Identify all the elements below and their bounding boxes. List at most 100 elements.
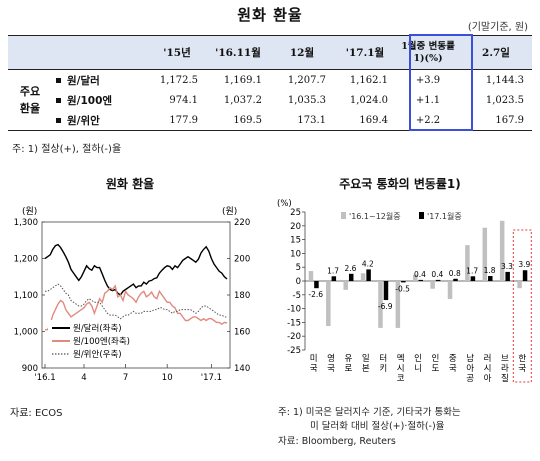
y-tick-label-right: 160 xyxy=(234,328,250,338)
bar-2016 xyxy=(517,281,522,289)
group-label-line: 환율 xyxy=(19,102,41,115)
legend-label: 원/달러(좌축) xyxy=(73,323,122,334)
group-label-line: 주요 xyxy=(19,85,41,98)
row-label: 원/위안 xyxy=(52,110,148,131)
table-cell-change: +1.1 xyxy=(415,94,441,106)
bar-2017-jan xyxy=(505,271,510,281)
category-label-char: 미 xyxy=(310,354,318,364)
y-tick-label-right: 200 xyxy=(234,255,250,265)
bar-2016 xyxy=(447,281,453,299)
row-label-text: 원/위안 xyxy=(67,114,100,127)
category-label-char: 인 xyxy=(414,353,422,364)
bar-2017-jan xyxy=(348,273,354,281)
category-label-char: 아 xyxy=(484,373,492,384)
y-tick-label: -20 xyxy=(287,332,301,342)
category-label-char: 인 xyxy=(431,353,439,364)
bar-2016 xyxy=(378,281,383,328)
x-tick-label: 7 xyxy=(123,373,128,383)
table-footnote: 주: 1) 절상(+), 절하(-)율 xyxy=(12,144,122,155)
bar-2017-jan xyxy=(383,281,389,301)
header-cell: '15년 xyxy=(148,35,206,70)
series-line xyxy=(44,243,228,296)
category-label-char: 도 xyxy=(431,364,439,374)
y-tick-label: 10 xyxy=(290,249,301,259)
category-label-char: 시 xyxy=(397,364,405,374)
data-label: 3.9 xyxy=(518,260,530,269)
bar-2016 xyxy=(395,281,401,328)
y-tick-label: 0 xyxy=(296,277,301,287)
header-cell: 2.7일 xyxy=(460,35,532,70)
table-row: 주요 환율 원/달러 1,172.5 1,169.1 1,207.7 1,162… xyxy=(8,70,532,116)
y-tick-label-right: 180 xyxy=(234,291,250,301)
table-cell: 1,172.5 xyxy=(159,74,198,86)
table-cell: 173.1 xyxy=(297,114,326,126)
y-tick-label: 15 xyxy=(290,236,301,246)
x-tick-label: 10 xyxy=(162,373,173,383)
table-cell-change: +3.9 xyxy=(415,74,441,86)
legend-label: 원/위안(우축) xyxy=(73,349,122,360)
table-cell: 1,207.7 xyxy=(287,74,326,86)
bullet-icon xyxy=(56,98,61,103)
bar-2016 xyxy=(308,271,314,281)
category-label-char: 국 xyxy=(327,364,335,374)
bar-2017-jan xyxy=(522,270,528,281)
table-cell: 1,023.5 xyxy=(485,94,524,106)
category-label-char: 남 xyxy=(466,354,474,364)
y-tick-label: 25 xyxy=(290,208,301,218)
table-cell: 1,035.3 xyxy=(287,94,326,106)
bar-2017-jan xyxy=(435,279,441,281)
bar-2017-jan xyxy=(401,281,406,283)
y-tick-label-left: 1,100 xyxy=(14,291,38,301)
category-label-char: 일 xyxy=(362,354,370,364)
x-tick-label: 4 xyxy=(81,373,86,383)
header-cell-change-rate: 1월중 변동률1)(%) xyxy=(396,35,460,70)
highlight-box xyxy=(512,229,532,383)
right-chart-footnote: 주: 1) 미국은 달러지수 기준, 기타국가 통화는 xyxy=(278,407,461,418)
data-label: -0.5 xyxy=(395,284,410,293)
data-label: 0.4 xyxy=(414,270,426,279)
category-label-char: 러 xyxy=(484,354,492,364)
y-tick-label: -25 xyxy=(287,346,301,356)
category-label-char: 공 xyxy=(466,374,474,384)
data-label: 1.8 xyxy=(484,266,496,275)
category-label-char: 국 xyxy=(449,364,457,374)
y-tick-label-right: 140 xyxy=(234,364,250,374)
bar-2017-jan xyxy=(453,278,458,281)
table-cell: 1,144.3 xyxy=(485,74,524,86)
bar-2016 xyxy=(482,227,488,281)
currency-change-bar-chart: (%)25 20 15 10 5 0 -5 -10 -15 -20 -25 '16.1~12월중 '17… xyxy=(277,199,532,384)
bar-2016 xyxy=(499,220,505,281)
table-header-row: '15년 '16.11월 12월 '17.1월 1월중 변동률1)(%) 2.7… xyxy=(8,35,532,70)
category-label-char: 질 xyxy=(501,373,509,384)
category-label-char: 중 xyxy=(449,354,457,364)
y-tick-label-right: 220 xyxy=(234,218,250,228)
bar-2017-jan xyxy=(488,276,493,281)
bar-2016 xyxy=(326,281,331,326)
data-label: 3.3 xyxy=(501,262,513,271)
group-label: 주요 환율 xyxy=(8,70,52,131)
data-label: 0.4 xyxy=(431,270,443,279)
left-chart-source: 자료: ECOS xyxy=(10,408,63,419)
exchange-rate-table: '15년 '16.11월 12월 '17.1월 1월중 변동률1)(%) 2.7… xyxy=(8,35,532,131)
legend-label: 원/100엔(좌축) xyxy=(73,336,130,347)
page-title: 원화 환율 xyxy=(237,6,303,24)
bar-2016 xyxy=(430,281,435,289)
category-label-char: 라 xyxy=(501,364,509,374)
category-label-char: 코 xyxy=(397,374,405,384)
table-cell: 974.1 xyxy=(169,94,198,106)
y-axis-unit-left: (원) xyxy=(22,206,37,217)
data-label: -6.9 xyxy=(378,302,393,311)
y-tick-label-left: 900 xyxy=(22,364,38,374)
table-cell: 1,162.1 xyxy=(349,74,388,86)
exchange-rate-line-chart: (원) (원)1,3001,2001,1001,00090022020018016… xyxy=(14,206,251,383)
category-label-char: 아 xyxy=(466,363,474,374)
table-cell: 169.5 xyxy=(233,114,262,126)
bar-2017-jan xyxy=(314,281,319,289)
y-tick-label-left: 1,000 xyxy=(14,328,38,338)
x-tick-label: '16.1 xyxy=(34,373,55,383)
data-label: 0.8 xyxy=(449,269,461,278)
series-line xyxy=(45,283,228,320)
bar-2017-jan xyxy=(366,269,371,281)
data-label: 1.7 xyxy=(466,266,478,275)
data-label: 2.6 xyxy=(344,264,356,273)
